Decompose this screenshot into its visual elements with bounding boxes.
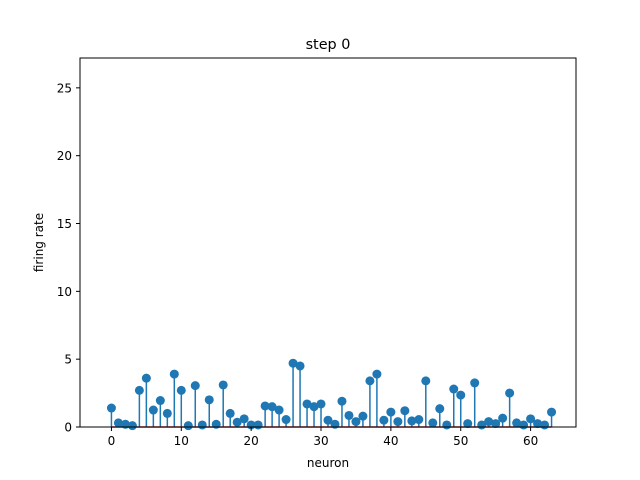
data-point [547, 407, 557, 417]
y-tick-label: 15 [57, 217, 72, 231]
plot-area [106, 358, 557, 431]
data-point [183, 421, 193, 431]
data-point [204, 395, 214, 405]
data-point [267, 402, 277, 412]
x-tick-label: 30 [313, 434, 328, 448]
y-tick-label: 25 [57, 81, 72, 95]
data-point [113, 418, 123, 428]
x-axis-label: neuron [307, 456, 349, 470]
data-point [260, 401, 270, 411]
data-point [533, 419, 543, 429]
x-tick-label: 40 [383, 434, 398, 448]
y-tick-label: 5 [64, 353, 72, 367]
data-point [176, 385, 186, 395]
data-point [512, 418, 522, 428]
data-point [491, 419, 501, 429]
data-point [134, 385, 144, 395]
data-point [337, 396, 347, 406]
data-point [218, 380, 228, 390]
data-point [442, 420, 452, 430]
chart-title: step 0 [306, 37, 351, 53]
x-tick-label: 50 [453, 434, 468, 448]
data-point [358, 411, 368, 421]
data-point [106, 403, 116, 413]
data-point [232, 417, 242, 427]
x-axis-ticks: 0 10 20 30 40 50 60 [108, 427, 538, 448]
data-point [288, 358, 298, 368]
axes-frame [79, 57, 577, 428]
data-point [519, 420, 529, 430]
y-axis-ticks: 0 5 10 15 20 25 [57, 81, 80, 435]
data-point [344, 410, 354, 420]
data-point [386, 407, 396, 417]
x-tick-label: 0 [108, 434, 116, 448]
data-point [351, 417, 361, 427]
data-point [470, 378, 480, 388]
x-tick-label: 60 [523, 434, 538, 448]
data-point [505, 388, 515, 398]
data-point [526, 414, 536, 424]
data-point [463, 419, 473, 429]
data-point [309, 402, 319, 412]
data-point [141, 373, 151, 383]
x-tick-label: 20 [244, 434, 259, 448]
data-point [274, 405, 284, 415]
data-point [484, 417, 494, 427]
data-point [281, 415, 291, 425]
y-axis-label: firing rate [32, 213, 46, 272]
data-point [379, 415, 389, 425]
data-point [414, 415, 424, 425]
data-point [302, 399, 312, 409]
data-point [407, 416, 417, 426]
data-point [295, 361, 305, 371]
data-point [365, 376, 375, 386]
data-point [162, 408, 172, 418]
data-point [421, 376, 431, 386]
data-point [197, 420, 207, 430]
data-point [498, 413, 508, 423]
data-point [323, 415, 333, 425]
data-point [316, 399, 326, 409]
data-point [225, 408, 235, 418]
data-point [400, 406, 410, 416]
data-point [148, 405, 158, 415]
data-point [540, 420, 550, 430]
y-tick-label: 20 [57, 149, 72, 163]
data-point [435, 404, 445, 414]
data-point [190, 381, 200, 391]
data-point [169, 369, 179, 379]
x-tick-label: 10 [174, 434, 189, 448]
data-point [239, 414, 249, 424]
data-point [253, 420, 263, 430]
y-tick-label: 10 [57, 285, 72, 299]
data-point [127, 421, 137, 431]
data-point [428, 418, 438, 428]
data-point [449, 384, 459, 394]
data-point [393, 417, 403, 427]
data-point [372, 369, 382, 379]
data-point [456, 390, 466, 400]
y-tick-label: 0 [64, 421, 72, 435]
data-point [155, 396, 165, 406]
